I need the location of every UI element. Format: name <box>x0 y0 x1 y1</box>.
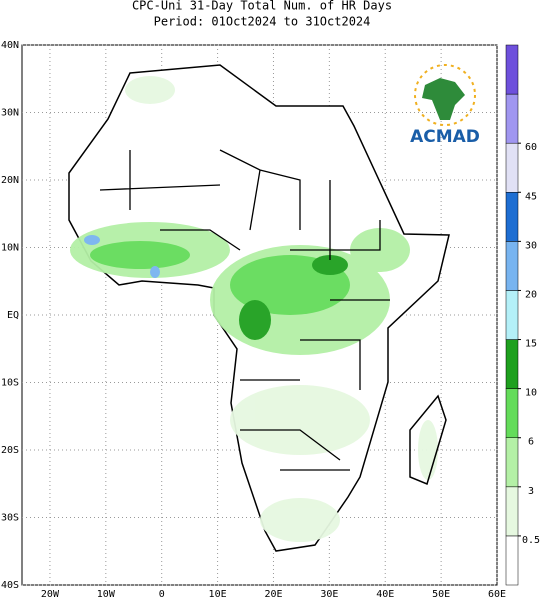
lon-label: 20E <box>264 589 282 600</box>
colorbar-swatch <box>505 192 519 242</box>
logo-africa <box>422 78 465 120</box>
lat-label: 10S <box>1 378 19 389</box>
lon-label: 30E <box>320 589 338 600</box>
colorbar-swatch <box>505 388 519 438</box>
lat-label: 10N <box>1 243 19 254</box>
lat-label: 20N <box>1 175 19 186</box>
madagascar-outline <box>409 394 447 486</box>
lon-label: 0 <box>159 589 165 600</box>
colorbar-swatch <box>505 535 519 586</box>
patch <box>125 76 175 104</box>
colorbar-label: 60 <box>525 142 537 153</box>
country-borders <box>99 149 390 471</box>
colorbar-label: 45 <box>525 191 537 202</box>
lat-label: 40N <box>1 40 19 51</box>
logo-sun <box>414 64 476 126</box>
colorbar-label: 15 <box>525 339 537 350</box>
logo: ACMAD <box>410 64 480 147</box>
lon-label: 20W <box>41 589 60 600</box>
colorbar-label: 30 <box>525 240 537 251</box>
title-line-1: CPC-Uni 31-Day Total Num. of HR Days <box>132 0 392 13</box>
lon-label: 10W <box>97 589 116 600</box>
colorbar-label: 10 <box>525 388 537 399</box>
colorbar-swatch <box>505 241 519 291</box>
lon-label: 10E <box>209 589 227 600</box>
lat-label: 20S <box>1 445 19 456</box>
colorbar-label: 0.5 <box>522 535 540 546</box>
colorbar-swatch <box>505 339 519 389</box>
lat-label: 30N <box>1 108 19 119</box>
rain-days-patches <box>70 76 438 542</box>
logo-text: ACMAD <box>410 127 480 147</box>
patch <box>230 385 370 455</box>
colorbar-swatch <box>505 93 519 144</box>
colorbar: 0.5 3 6 10 15 20 30 45 60 <box>505 44 540 586</box>
title-line-2: Period: 01Oct2024 to 31Oct2024 <box>154 15 371 29</box>
lon-label: 40E <box>376 589 394 600</box>
colorbar-swatch <box>505 486 519 537</box>
lat-label: 40S <box>1 580 19 591</box>
colorbar-swatch <box>505 142 519 193</box>
colorbar-swatch <box>505 437 519 488</box>
patch <box>418 420 438 480</box>
colorbar-swatch <box>505 44 519 95</box>
patch <box>84 235 100 245</box>
lon-label: 60E <box>488 589 506 600</box>
lat-label: EQ <box>7 310 19 321</box>
patch <box>312 255 348 275</box>
colorbar-label: 3 <box>528 486 534 497</box>
colorbar-label: 6 <box>528 437 534 448</box>
lat-label: 30S <box>1 513 19 524</box>
colorbar-label: 20 <box>525 289 537 300</box>
patch <box>150 266 160 278</box>
patch <box>90 241 190 269</box>
patch <box>260 498 340 542</box>
lon-label: 50E <box>432 589 450 600</box>
patch <box>239 300 271 340</box>
colorbar-swatch <box>505 290 519 340</box>
